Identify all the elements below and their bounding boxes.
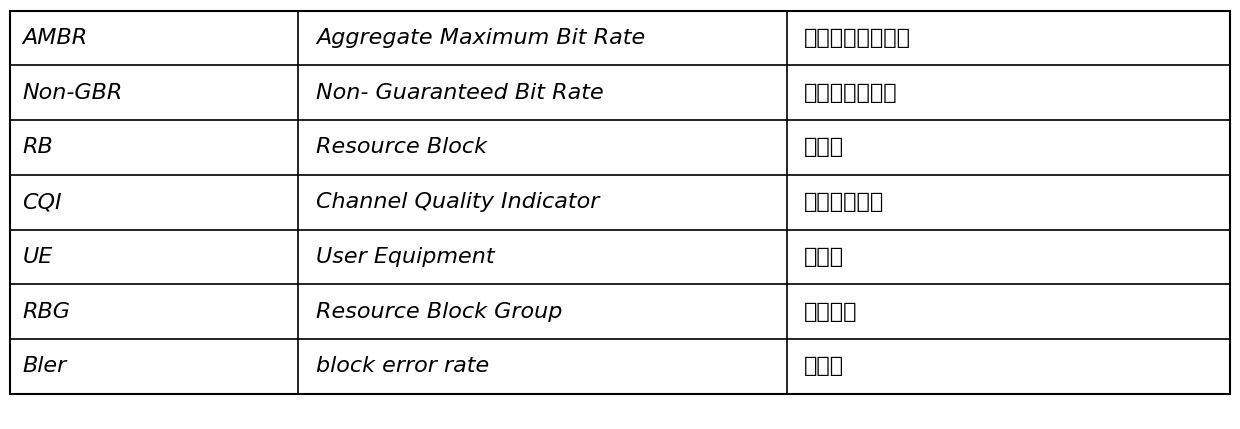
- Bar: [10, 11, 1230, 394]
- Text: RB: RB: [22, 137, 53, 157]
- Text: AMBR: AMBR: [22, 28, 88, 48]
- Text: Non-GBR: Non-GBR: [22, 83, 123, 103]
- Text: CQI: CQI: [22, 192, 62, 212]
- Text: Channel Quality Indicator: Channel Quality Indicator: [316, 192, 600, 212]
- Text: 误块率: 误块率: [804, 356, 843, 376]
- Text: Aggregate Maximum Bit Rate: Aggregate Maximum Bit Rate: [316, 28, 646, 48]
- Text: 资源块: 资源块: [804, 137, 843, 157]
- Text: 非保证比特速率: 非保证比特速率: [804, 83, 898, 103]
- Text: 用户端: 用户端: [804, 247, 843, 267]
- Text: Bler: Bler: [22, 356, 67, 376]
- Text: UE: UE: [22, 247, 52, 267]
- Text: block error rate: block error rate: [316, 356, 490, 376]
- Text: RBG: RBG: [22, 302, 71, 322]
- Text: 资源块组: 资源块组: [804, 302, 857, 322]
- Text: 信道质量指示: 信道质量指示: [804, 192, 884, 212]
- Text: Resource Block Group: Resource Block Group: [316, 302, 563, 322]
- Text: Resource Block: Resource Block: [316, 137, 487, 157]
- Text: User Equipment: User Equipment: [316, 247, 495, 267]
- Text: Non- Guaranteed Bit Rate: Non- Guaranteed Bit Rate: [316, 83, 604, 103]
- Text: 总计最大比特速率: 总计最大比特速率: [804, 28, 910, 48]
